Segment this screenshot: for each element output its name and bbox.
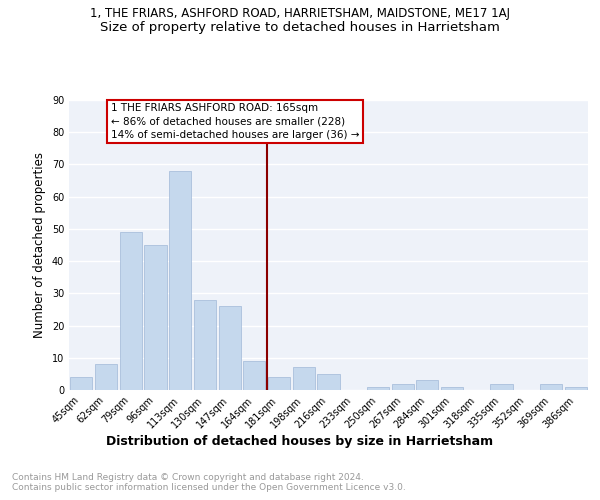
Bar [95, 364, 117, 390]
Bar [490, 384, 512, 390]
Text: Contains HM Land Registry data © Crown copyright and database right 2024.
Contai: Contains HM Land Registry data © Crown c… [12, 472, 406, 492]
Bar [218, 306, 241, 390]
Text: Size of property relative to detached houses in Harrietsham: Size of property relative to detached ho… [100, 21, 500, 34]
Bar [194, 300, 216, 390]
Text: Distribution of detached houses by size in Harrietsham: Distribution of detached houses by size … [106, 435, 494, 448]
Bar [540, 384, 562, 390]
Text: 1 THE FRIARS ASHFORD ROAD: 165sqm
← 86% of detached houses are smaller (228)
14%: 1 THE FRIARS ASHFORD ROAD: 165sqm ← 86% … [111, 103, 359, 140]
Bar [243, 361, 265, 390]
Bar [416, 380, 439, 390]
Bar [441, 387, 463, 390]
Bar [367, 387, 389, 390]
Bar [119, 232, 142, 390]
Bar [169, 171, 191, 390]
Bar [70, 377, 92, 390]
Text: 1, THE FRIARS, ASHFORD ROAD, HARRIETSHAM, MAIDSTONE, ME17 1AJ: 1, THE FRIARS, ASHFORD ROAD, HARRIETSHAM… [90, 8, 510, 20]
Bar [268, 377, 290, 390]
Bar [317, 374, 340, 390]
Y-axis label: Number of detached properties: Number of detached properties [33, 152, 46, 338]
Bar [392, 384, 414, 390]
Bar [565, 387, 587, 390]
Bar [145, 245, 167, 390]
Bar [293, 368, 315, 390]
